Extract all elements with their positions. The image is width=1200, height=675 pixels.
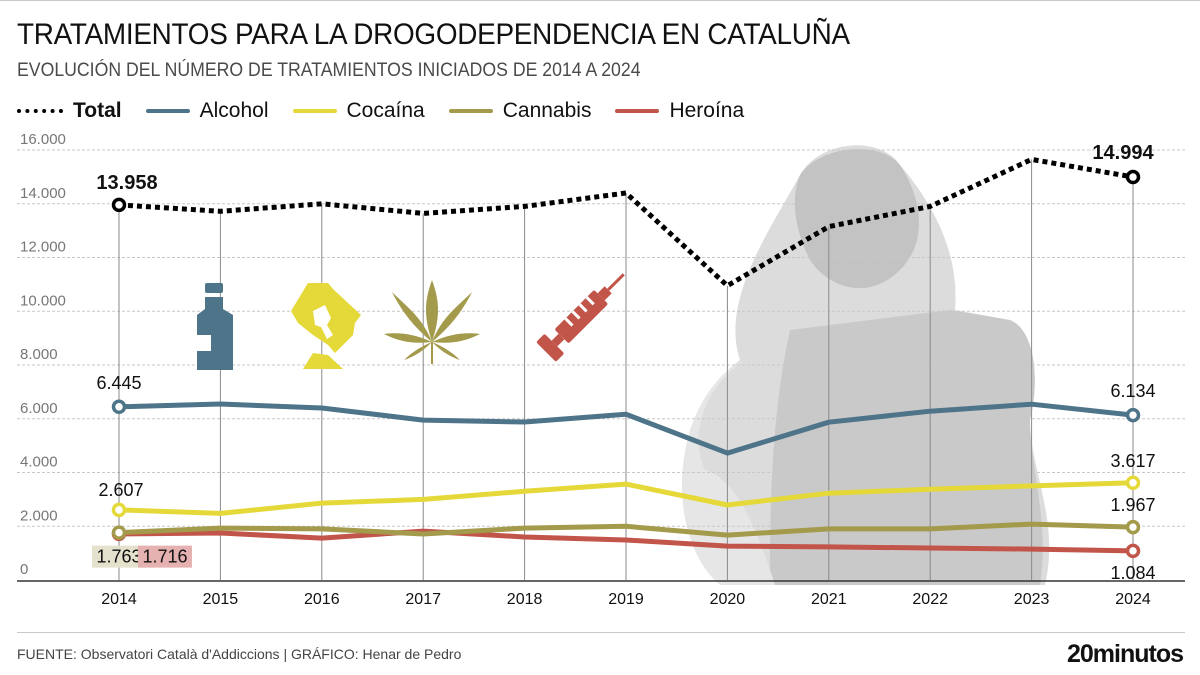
marker-cocaina-2014 <box>111 502 127 518</box>
label-background-cannabis <box>92 545 146 568</box>
y-tick-label: 14.000 <box>20 185 66 202</box>
data-label-heroina-2014: 1.716 <box>142 547 187 567</box>
x-tick-label: 2017 <box>405 591 441 608</box>
brand-logo: 20minutos <box>1066 640 1184 668</box>
marker-total-2014 <box>111 197 127 213</box>
y-axis: 0 2.000 4.000 6.000 8.000 10.000 12.000 14.000 1… <box>20 131 66 578</box>
legend-item-cocaine: Cocaína <box>292 99 425 123</box>
data-label-total-2024: 14.994 <box>1092 142 1154 164</box>
razor-powder-icon <box>291 283 361 369</box>
x-tick-label: 2020 <box>710 591 746 608</box>
label-background-heroina <box>138 545 192 568</box>
legend-label-alcohol: Alcohol <box>199 99 269 122</box>
cannabis-leaf-icon <box>384 280 480 364</box>
y-tick-label: 8.000 <box>20 346 58 363</box>
series-line-heroina <box>118 528 1134 554</box>
legend-swatch-total <box>17 109 63 113</box>
x-tick-label: 2023 <box>1014 591 1050 608</box>
x-tick-label: 2021 <box>811 591 847 608</box>
bottle-icon <box>197 283 233 370</box>
legend-swatch-cocaine <box>292 109 337 113</box>
legend-swatch-cannabis <box>448 109 493 113</box>
data-labels: 13.958 14.994 6.445 6.134 2.607 3.617 1.763 1.9… <box>92 142 1156 583</box>
x-tick-label: 2018 <box>507 591 543 608</box>
data-label-cocaina-2024: 3.617 <box>1110 451 1155 471</box>
source-credit: FUENTE: Observatori Català d'Addiccions … <box>17 646 462 662</box>
data-label-cocaina-2014: 2.607 <box>98 480 143 500</box>
y-tick-label: 4.000 <box>20 454 58 471</box>
x-tick-label: 2014 <box>101 591 137 608</box>
series-line-total <box>118 156 1134 289</box>
data-label-total-2014: 13.958 <box>96 172 157 194</box>
x-tick-label: 2022 <box>912 591 948 608</box>
legend-swatch-alcohol <box>145 109 190 113</box>
y-tick-label: 6.000 <box>20 400 58 417</box>
data-label-cannabis-2014: 1.763 <box>96 547 141 567</box>
x-tick-label: 2015 <box>203 591 239 608</box>
legend: Total Alcohol Cocaína Cannabis Heroína <box>17 97 768 125</box>
series-markers <box>111 169 1141 559</box>
legend-label-cannabis: Cannabis <box>502 99 592 122</box>
marker-cannabis-2024 <box>1125 519 1141 535</box>
syringe-icon <box>536 273 625 362</box>
y-tick-label: 10.000 <box>20 292 66 309</box>
series-line-alcohol <box>118 401 1134 456</box>
x-tick-label: 2019 <box>608 591 644 608</box>
data-label-cannabis-2024: 1.967 <box>1110 495 1155 515</box>
chart-subtitle: EVOLUCIÓN DEL NÚMERO DE TRATAMIENTOS INI… <box>17 60 641 81</box>
chart-title: TRATAMIENTOS PARA LA DROGODEPENDENCIA EN… <box>17 18 850 51</box>
y-tick-label: 0 <box>20 561 28 578</box>
x-tick-label: 2016 <box>304 591 340 608</box>
data-label-heroina-2024: 1.084 <box>1110 563 1155 583</box>
legend-swatch-heroin <box>615 109 660 113</box>
footer-rule <box>17 632 1185 633</box>
legend-label-heroin: Heroína <box>669 99 745 122</box>
top-rule <box>0 0 1200 1</box>
y-tick-label: 12.000 <box>20 239 66 256</box>
x-axis: 2014 2015 2016 2017 2018 2019 2020 2021 2022 2023… <box>17 580 1185 608</box>
series-line-cannabis <box>118 521 1134 538</box>
legend-item-total: Total <box>17 99 122 123</box>
legend-label-total: Total <box>73 99 122 122</box>
marker-cocaina-2024 <box>1125 475 1141 491</box>
marker-alcohol-2024 <box>1125 407 1141 423</box>
data-label-alcohol-2014: 6.445 <box>96 373 141 393</box>
legend-item-cannabis: Cannabis <box>448 99 592 123</box>
legend-item-alcohol: Alcohol <box>145 99 269 123</box>
marker-cannabis-2014 <box>111 525 127 540</box>
legend-item-heroin: Heroína <box>615 99 744 123</box>
series-line-cocaina <box>118 480 1134 516</box>
y-tick-label: 16.000 <box>20 131 66 148</box>
marker-heroina-2024 <box>1125 543 1141 559</box>
x-tick-label: 2024 <box>1115 591 1151 608</box>
marker-total-2024 <box>1125 169 1141 185</box>
marker-alcohol-2014 <box>111 399 127 415</box>
y-tick-label: 2.000 <box>20 507 58 524</box>
year-guides <box>118 159 1134 580</box>
data-label-alcohol-2024: 6.134 <box>1110 381 1155 401</box>
series-lines <box>118 156 1134 554</box>
legend-label-cocaine: Cocaína <box>346 99 425 122</box>
